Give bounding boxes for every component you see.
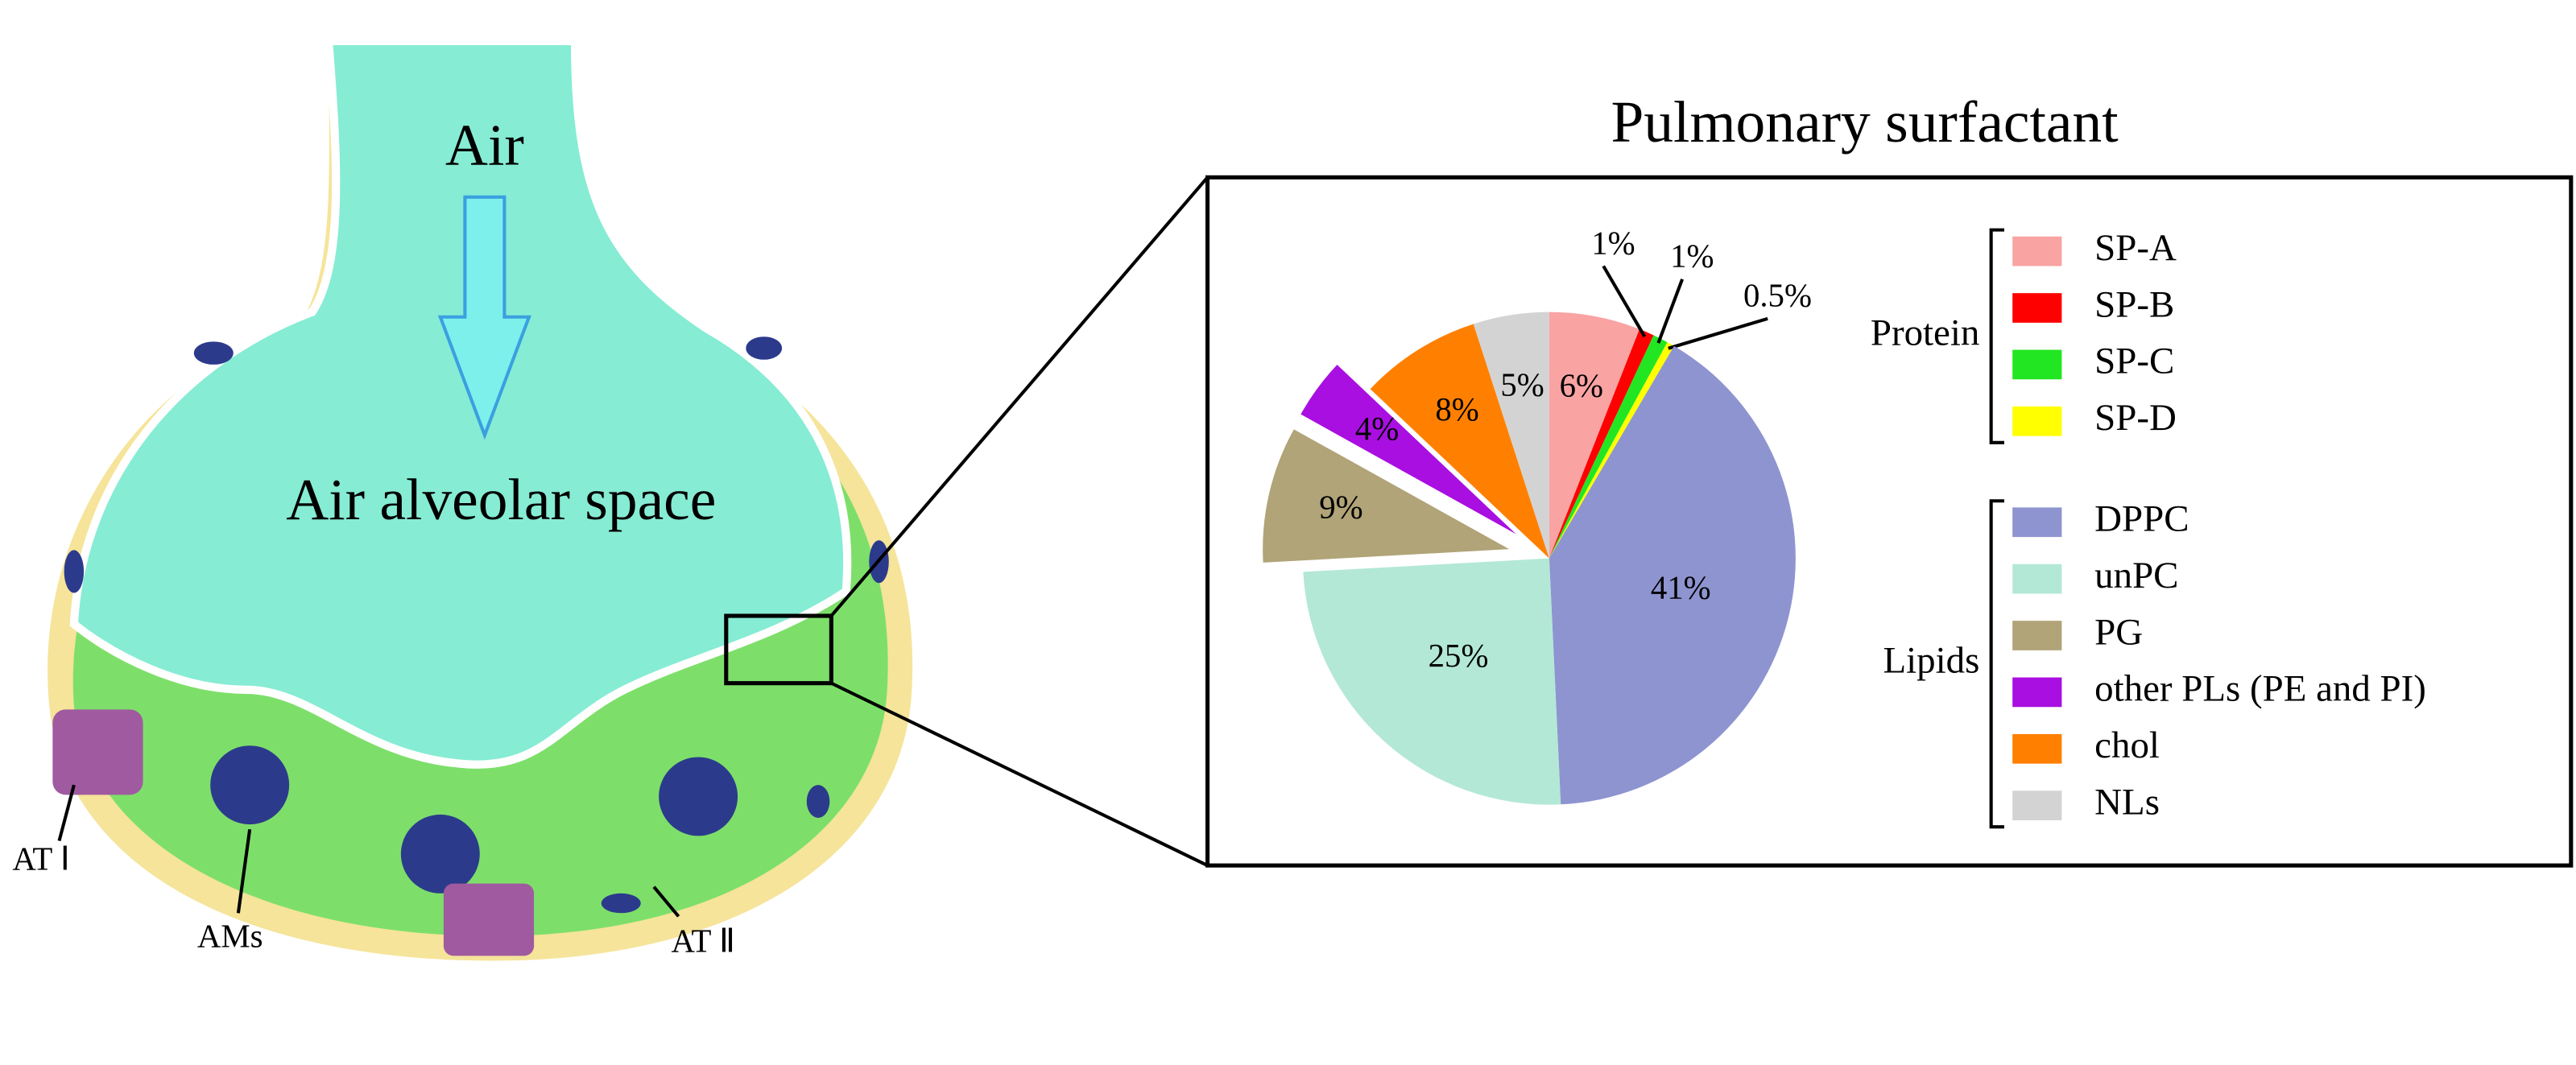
slice-label: 5% <box>1500 366 1544 402</box>
air-arrow <box>437 195 531 440</box>
macrophage <box>210 745 290 825</box>
legend-label: chol <box>2094 724 2160 766</box>
legend-label: SP-A <box>2094 227 2177 269</box>
pie-slice <box>1548 345 1796 805</box>
air-label: Air <box>445 113 524 178</box>
zoom-box <box>724 613 833 686</box>
legend-label: SP-D <box>2094 397 2177 439</box>
legend-swatch <box>2012 621 2062 650</box>
leader-line <box>1602 265 1647 338</box>
at1-label: AT Ⅰ <box>12 840 69 877</box>
legend-label: SP-B <box>2094 283 2174 325</box>
legend-swatch <box>2012 349 2062 380</box>
leader-line <box>1668 316 1768 350</box>
legend-label: NLs <box>2094 781 2160 823</box>
legend-label: other PLs (PE and PI) <box>2094 668 2426 710</box>
legend-label: unPC <box>2094 555 2178 596</box>
pointers <box>57 784 680 918</box>
type1-cell <box>52 709 143 795</box>
pie-slice <box>1303 558 1561 805</box>
slice-label: 1% <box>1591 225 1635 261</box>
air-space <box>69 36 852 769</box>
pie-slice <box>1263 429 1510 563</box>
slice-label: 1% <box>1670 238 1714 275</box>
pie-slice <box>1548 328 1654 559</box>
slice-label: 41% <box>1651 569 1711 605</box>
slice-label: 6% <box>1560 368 1603 404</box>
macrophage <box>400 814 480 894</box>
type2-cell <box>443 883 535 956</box>
legend-swatch <box>2012 406 2062 436</box>
pie-slice <box>1548 342 1674 559</box>
zoom-line <box>830 681 1209 867</box>
at2-label: AT Ⅱ <box>672 923 735 959</box>
legend-label: DPPC <box>2094 498 2189 540</box>
slice-label: 8% <box>1435 391 1478 427</box>
pie-slice <box>1548 312 1639 559</box>
legend-group: Lipids <box>1883 639 1979 681</box>
macrophage <box>659 757 738 836</box>
pointer <box>652 885 680 918</box>
ams-label: AMs <box>197 918 263 954</box>
legend-swatch <box>2012 293 2062 323</box>
alveolus: Air Air alveolar space AT Ⅰ AMs AT Ⅱ <box>12 36 1209 961</box>
slice-label: 9% <box>1319 489 1362 525</box>
legend-label: SP-C <box>2094 341 2174 382</box>
space-label: Air alveolar space <box>286 467 716 532</box>
slice-label: 4% <box>1355 411 1399 447</box>
legend-swatch <box>2012 790 2062 821</box>
pointer <box>236 828 252 914</box>
legend-swatch <box>2012 236 2062 266</box>
pie-slice <box>1548 335 1668 559</box>
nucleus <box>193 341 234 365</box>
pie-slice <box>1300 365 1516 535</box>
nucleus <box>746 336 783 360</box>
legend-group: Protein <box>1871 312 1980 353</box>
nucleus <box>806 785 830 818</box>
zoom-line <box>829 176 1209 617</box>
legend-bracket <box>1989 228 2004 444</box>
chart-frame <box>1205 175 2574 868</box>
chart-title: Pulmonary surfactant <box>1611 89 2118 155</box>
pie-slice <box>1370 324 1549 559</box>
nucleus <box>64 550 85 593</box>
slice-label: 0.5% <box>1743 278 1812 314</box>
legend-swatch <box>2012 563 2062 594</box>
legend-swatch <box>2012 733 2062 764</box>
pie-slice <box>1473 312 1549 559</box>
leader-line <box>1656 279 1685 344</box>
legend-bracket <box>1989 499 2004 829</box>
pointer <box>57 784 76 842</box>
nucleus <box>601 893 641 914</box>
legend-label: PG <box>2094 611 2143 653</box>
slice-label: 25% <box>1429 638 1489 674</box>
legend-swatch <box>2012 677 2062 708</box>
legend-swatch <box>2012 507 2062 538</box>
